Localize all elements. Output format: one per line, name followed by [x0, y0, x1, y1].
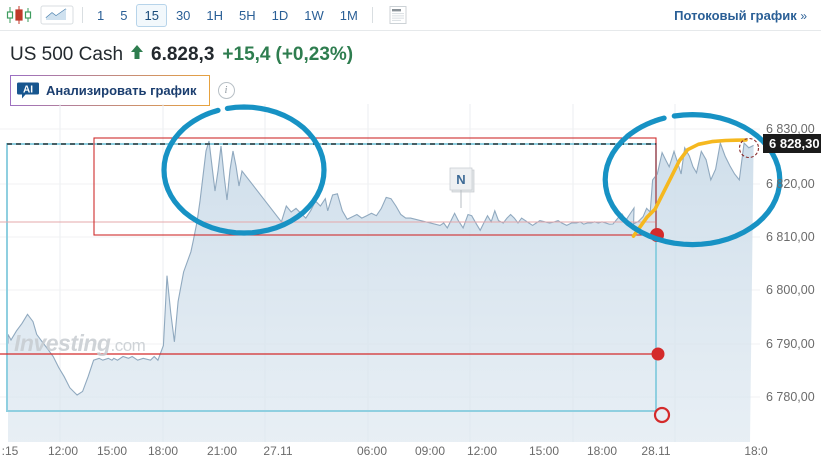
svg-text:N: N — [456, 172, 465, 187]
svg-text:AI: AI — [23, 85, 33, 96]
